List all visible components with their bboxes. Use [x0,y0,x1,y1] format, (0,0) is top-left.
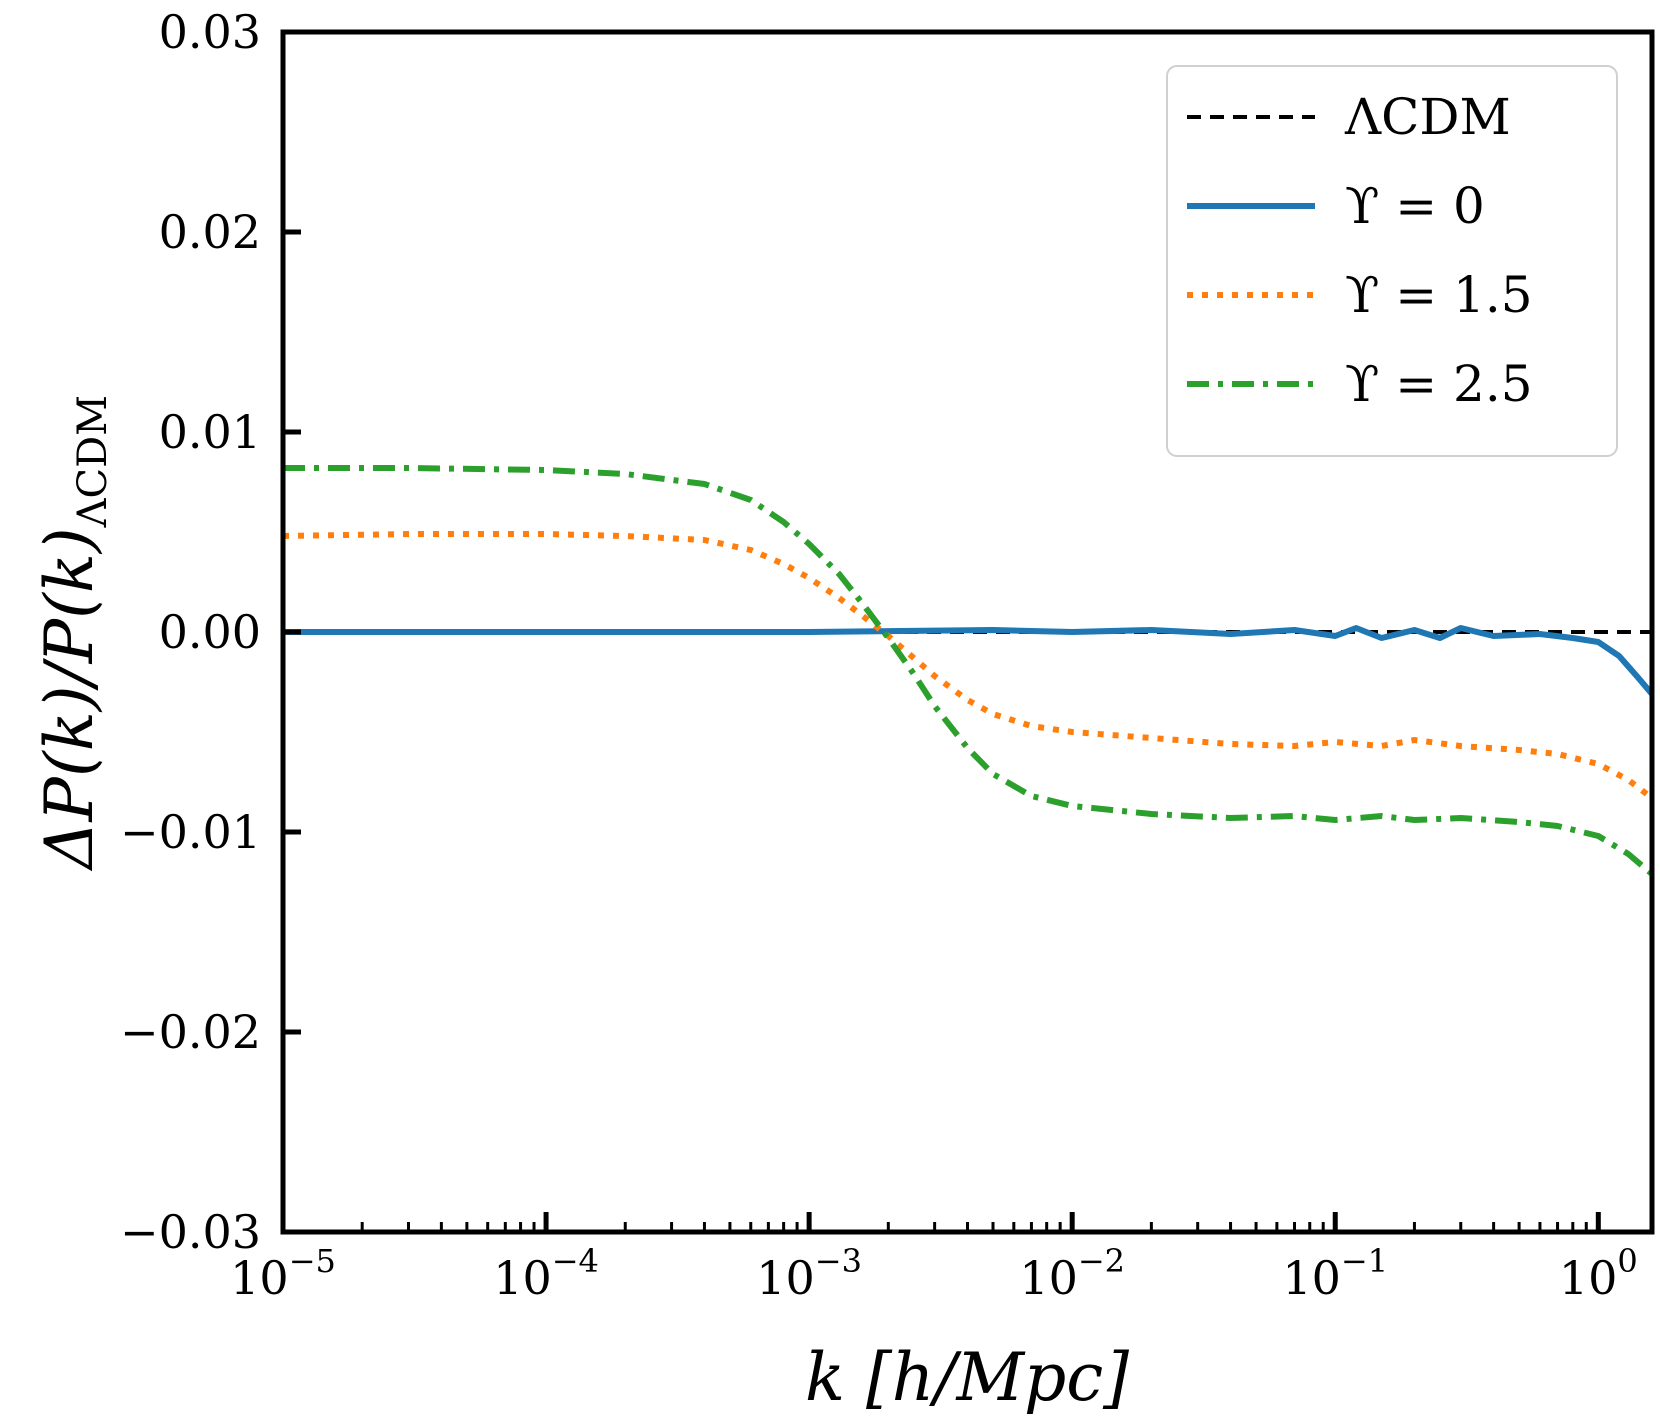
y-tick-label-2: −0.01 [120,805,261,859]
legend-label-0: ΛCDM [1344,88,1511,146]
y-tick-label-1: −0.02 [120,1005,261,1059]
x-tick-label-5: 100 [1559,1242,1638,1305]
series-line-1 [283,625,1652,696]
y-tick-label-3: 0.00 [159,605,261,659]
legend-items: ΛCDM ϒ = 0 ϒ = 1.5 ϒ = 2.5 [1187,88,1533,413]
legend-label-1: ϒ = 0 [1345,177,1485,235]
series-line-2 [283,531,1652,801]
y-axis-label-main: ΔP(k)/P(k) [31,527,108,872]
y-axis-label-sub: ΛCDM [70,395,116,529]
series-line-3 [283,465,1652,877]
x-tick-label-0: 10−5 [230,1242,336,1305]
x-tick-label-1: 10−4 [493,1242,599,1305]
legend-label-3: ϒ = 2.5 [1345,355,1533,413]
x-tick-label-2: 10−3 [756,1242,862,1305]
x-axis-label: k [h/Mpc] [805,1339,1129,1416]
ticks-layer [280,29,1601,1235]
y-tick-label-5: 0.02 [159,205,261,259]
legend-box [1166,65,1618,457]
series-layer [283,465,1652,877]
legend: ΛCDM ϒ = 0 ϒ = 1.5 ϒ = 2.5 [1166,65,1618,457]
labels-layer: −0.03 −0.02 −0.01 0.00 0.01 0.02 0.03 10−5 10−4 1… [120,5,1638,1305]
x-tick-label-4: 10−1 [1282,1242,1388,1305]
y-axis-label: ΔP(k)/P(k)ΛCDM [31,395,116,872]
legend-label-2: ϒ = 1.5 [1345,266,1533,324]
y-tick-label-4: 0.01 [159,405,261,459]
y-tick-label-0: −0.03 [120,1205,261,1259]
x-tick-label-3: 10−2 [1019,1242,1125,1305]
y-tick-label-6: 0.03 [159,5,261,59]
